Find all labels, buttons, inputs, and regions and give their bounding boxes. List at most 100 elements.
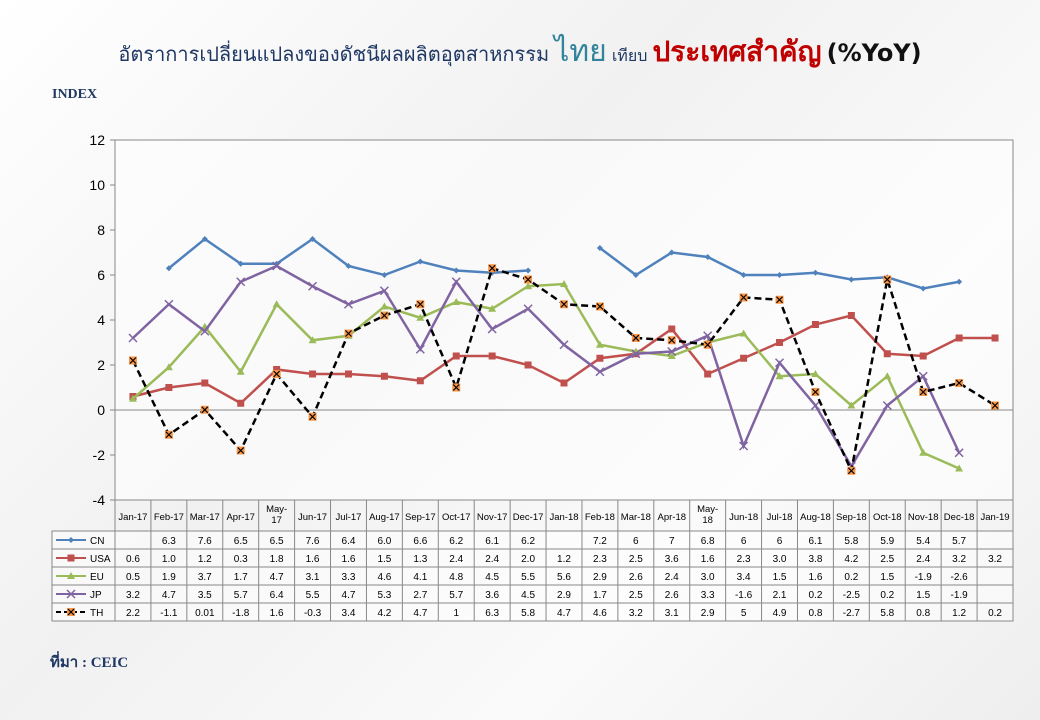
table-cell: 4.7 (162, 590, 176, 601)
table-cell: 2.5 (629, 590, 643, 601)
marker-diamond (309, 236, 316, 242)
marker-x (128, 333, 138, 343)
title-part-yoy: (%YoY) (826, 39, 922, 67)
table-cell: 5.9 (880, 536, 894, 547)
x-tick-label: Aug-17 (369, 512, 400, 523)
marker-triangle (883, 372, 892, 380)
marker-square (991, 334, 999, 342)
marker-diamond (920, 285, 927, 292)
marker-triangle (919, 448, 928, 456)
table-cell: 6.4 (270, 590, 284, 601)
source-note: ที่มา : CEIC (50, 655, 129, 671)
marker-star-cross (67, 608, 75, 616)
marker-x (523, 304, 533, 314)
table-cell: 6.4 (342, 536, 356, 547)
y-tick-label: 12 (89, 132, 105, 148)
x-tick-label: Jun-17 (298, 512, 327, 523)
table-cell: 4.5 (521, 590, 535, 601)
marker-triangle (164, 363, 173, 371)
table-cell: 3.5 (198, 590, 212, 601)
table-cell: 3.3 (701, 590, 715, 601)
marker-x (882, 400, 892, 411)
marker-square (488, 352, 496, 360)
y-tick-label: 10 (89, 177, 105, 193)
marker-star-cross (704, 341, 712, 349)
table-cell: 3.3 (342, 572, 356, 583)
marker-star-cross (596, 303, 604, 310)
marker-x (918, 371, 928, 381)
x-tick-label: Oct-17 (442, 512, 471, 523)
marker-triangle (955, 464, 964, 472)
series-line-jp (132, 264, 961, 469)
marker-diamond (417, 258, 424, 265)
marker-square (344, 370, 352, 378)
y-tick-label: 4 (97, 312, 105, 328)
x-tick-label: Apr-18 (658, 512, 687, 523)
marker-star-cross (345, 330, 352, 337)
table-cell: 0.2 (988, 608, 1002, 619)
marker-star-cross (740, 294, 748, 301)
table-cell: 2.0 (521, 554, 535, 565)
table-cell: 2.7 (413, 590, 427, 601)
x-tick-label: Apr-17 (226, 512, 255, 523)
marker-diamond (453, 267, 460, 274)
table-cell: 3.4 (342, 608, 356, 619)
table-cell: 3.6 (665, 554, 679, 565)
chart-title: อัตราการเปลี่ยนแปลงของดัชนีผลผลิตอุตสาหก… (0, 28, 1040, 75)
legend-label-usa: USA (90, 554, 111, 565)
table-cell: 6 (777, 536, 783, 547)
x-tick-label: May- (697, 504, 718, 515)
marker-star-cross (991, 402, 999, 409)
marker-square (452, 352, 460, 360)
marker-star-cross (309, 413, 316, 421)
table-cell: 2.5 (880, 554, 894, 565)
marker-square (811, 321, 819, 328)
marker-square (165, 384, 173, 391)
table-cell: 7.2 (593, 536, 607, 547)
marker-star-cross (524, 276, 532, 283)
table-cell: 1.9 (162, 572, 176, 583)
legend-label-jp: JP (90, 590, 102, 601)
marker-star-cross (776, 296, 783, 304)
marker-diamond (237, 260, 244, 267)
table-cell: 6.3 (485, 608, 499, 619)
table-cell: 5.7 (449, 590, 463, 601)
marker-square (704, 370, 712, 378)
marker-star-cross (668, 336, 676, 344)
table-cell: 2.1 (773, 590, 787, 601)
marker-x (200, 326, 210, 336)
marker-square (416, 377, 424, 385)
table-cell: 3.7 (198, 572, 212, 583)
marker-triangle (595, 340, 604, 348)
x-tick-label: Feb-18 (585, 512, 615, 523)
marker-star-cross (632, 334, 640, 342)
x-tick-label: Jan-17 (118, 512, 147, 523)
table-cell: -0.3 (304, 608, 322, 619)
table-cell: 6.2 (521, 536, 535, 547)
marker-x (164, 299, 174, 309)
marker-square (309, 370, 317, 378)
x-tick-label: Jan-19 (981, 512, 1010, 523)
x-tick-label: Jun-18 (729, 512, 758, 523)
marker-star-cross (201, 406, 209, 414)
table-cell: 4.2 (377, 608, 391, 619)
table-cell: -1.9 (951, 590, 969, 601)
table-cell: 1.5 (880, 572, 894, 583)
table-cell: 7 (669, 536, 675, 547)
marker-x (703, 331, 713, 341)
marker-diamond (165, 265, 172, 272)
marker-x (739, 441, 749, 451)
table-cell: 1.5 (916, 590, 930, 601)
table-cell: 2.2 (126, 608, 140, 619)
table-cell: 1.6 (342, 554, 356, 565)
marker-square (380, 372, 388, 380)
table-cell: 2.4 (916, 554, 930, 565)
marker-square (67, 554, 75, 562)
marker-diamond (68, 537, 74, 543)
marker-diamond (740, 272, 747, 278)
table-cell: 1.6 (808, 572, 822, 583)
marker-star-cross (416, 300, 424, 308)
table-cell: 3.1 (306, 572, 320, 583)
table-cell: 6 (741, 536, 747, 547)
